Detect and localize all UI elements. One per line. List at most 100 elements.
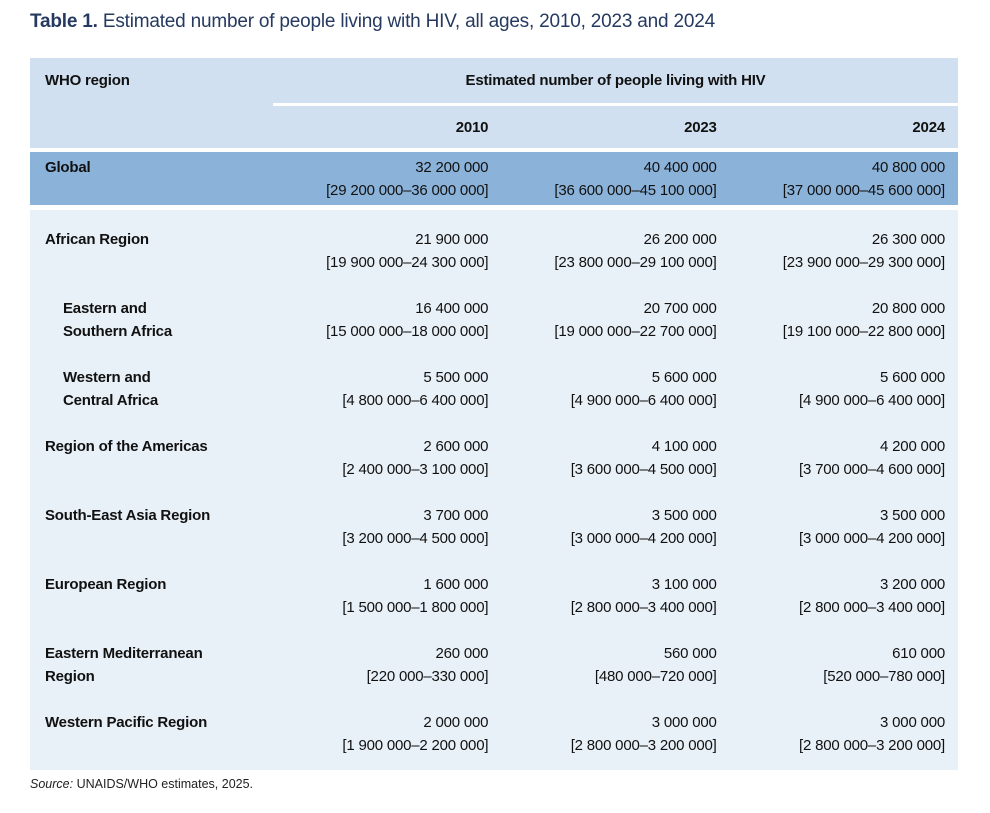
estimate-value: 5 500 000 bbox=[423, 369, 489, 386]
region-label: Western Pacific Region bbox=[30, 711, 273, 757]
value-cell: 3 000 000 [2 800 000–3 200 000] bbox=[501, 711, 729, 757]
value-cell: 2 600 000 [2 400 000–3 100 000] bbox=[273, 435, 501, 481]
value-cell: 40 800 000 [37 000 000–45 600 000] bbox=[730, 156, 958, 202]
range-value: [3 700 000–4 600 000] bbox=[799, 461, 945, 478]
region-label-line: European Region bbox=[45, 576, 167, 593]
estimate-value: 560 000 bbox=[663, 645, 717, 662]
region-label-line: Western Pacific Region bbox=[45, 714, 208, 731]
row-gap bbox=[30, 148, 958, 152]
range-value: [220 000–330 000] bbox=[366, 668, 489, 685]
range-value: [4 900 000–6 400 000] bbox=[570, 392, 717, 409]
value-cell: 4 100 000 [3 600 000–4 500 000] bbox=[501, 435, 729, 481]
value-cell: 260 000 [220 000–330 000] bbox=[273, 642, 501, 688]
estimate-value: 610 000 bbox=[892, 645, 945, 662]
region-label: Region of the Americas bbox=[30, 435, 273, 481]
estimate-value: 3 100 000 bbox=[651, 576, 717, 593]
value-cell: 20 800 000 [19 100 000–22 800 000] bbox=[730, 297, 958, 343]
region-label-line: Region bbox=[45, 668, 95, 685]
range-value: [1 900 000–2 200 000] bbox=[342, 737, 489, 754]
table-row: Eastern Mediterranean Region 260 000 [22… bbox=[30, 642, 958, 688]
region-label: African Region bbox=[30, 228, 273, 274]
estimate-value: 4 100 000 bbox=[651, 438, 717, 455]
table-row: African Region 21 900 000 [19 900 000–24… bbox=[30, 228, 958, 274]
table-row: South-East Asia Region 3 700 000 [3 200 … bbox=[30, 504, 958, 550]
range-value: [19 000 000–22 700 000] bbox=[554, 323, 717, 340]
source-label: Source: bbox=[30, 777, 74, 791]
region-label-line: Eastern Mediterranean bbox=[45, 645, 203, 662]
estimate-value: 2 000 000 bbox=[423, 714, 489, 731]
value-cell: 40 400 000 [36 600 000–45 100 000] bbox=[501, 156, 729, 202]
header-row-group: WHO region Estimated number of people li… bbox=[30, 58, 958, 103]
value-cell: 26 200 000 [23 800 000–29 100 000] bbox=[501, 228, 729, 274]
region-label-line: Eastern and bbox=[63, 300, 147, 317]
value-cell: 20 700 000 [19 000 000–22 700 000] bbox=[501, 297, 729, 343]
table-row: Western and Central Africa 5 500 000 [4 … bbox=[30, 366, 958, 412]
table-row: European Region 1 600 000 [1 500 000–1 8… bbox=[30, 573, 958, 619]
estimate-value: 260 000 bbox=[435, 645, 489, 662]
estimate-value: 3 500 000 bbox=[880, 507, 945, 524]
header-separator-line bbox=[273, 103, 958, 106]
table-row: Eastern and Southern Africa 16 400 000 [… bbox=[30, 297, 958, 343]
value-cell: 3 000 000 [2 800 000–3 200 000] bbox=[730, 711, 958, 757]
region-label: South-East Asia Region bbox=[30, 504, 273, 550]
value-cell: 1 600 000 [1 500 000–1 800 000] bbox=[273, 573, 501, 619]
value-cell: 32 200 000 [29 200 000–36 000 000] bbox=[273, 156, 501, 202]
source-note: Source: UNAIDS/WHO estimates, 2025. bbox=[30, 777, 253, 791]
data-table: WHO region Estimated number of people li… bbox=[30, 58, 958, 770]
value-cell: 26 300 000 [23 900 000–29 300 000] bbox=[730, 228, 958, 274]
range-value: [23 900 000–29 300 000] bbox=[782, 254, 945, 271]
estimate-value: 4 200 000 bbox=[880, 438, 945, 455]
who-region-header: WHO region bbox=[45, 72, 130, 89]
region-label: Eastern and Southern Africa bbox=[30, 297, 273, 343]
estimate-value: 3 000 000 bbox=[651, 714, 717, 731]
region-label-line: Western and bbox=[63, 369, 151, 386]
value-cell: 610 000 [520 000–780 000] bbox=[730, 642, 958, 688]
group-header: Estimated number of people living with H… bbox=[465, 72, 766, 89]
range-value: [1 500 000–1 800 000] bbox=[342, 599, 489, 616]
region-label: Western and Central Africa bbox=[30, 366, 273, 412]
range-value: [2 800 000–3 400 000] bbox=[799, 599, 945, 616]
value-cell: 3 100 000 [2 800 000–3 400 000] bbox=[501, 573, 729, 619]
estimate-value: 16 400 000 bbox=[415, 300, 489, 317]
row-gap bbox=[30, 205, 958, 210]
table-number-label: Table 1. bbox=[30, 11, 98, 32]
range-value: [520 000–780 000] bbox=[823, 668, 945, 685]
table-row: Western Pacific Region 2 000 000 [1 900 … bbox=[30, 711, 958, 757]
estimate-value: 20 800 000 bbox=[871, 300, 945, 317]
region-label: European Region bbox=[30, 573, 273, 619]
value-cell: 5 600 000 [4 900 000–6 400 000] bbox=[501, 366, 729, 412]
range-value: [23 800 000–29 100 000] bbox=[554, 254, 717, 271]
range-value: [480 000–720 000] bbox=[594, 668, 717, 685]
range-value: [3 000 000–4 200 000] bbox=[570, 530, 717, 547]
value-cell: 16 400 000 [15 000 000–18 000 000] bbox=[273, 297, 501, 343]
region-label-line: Central Africa bbox=[63, 392, 159, 409]
range-value: [37 000 000–45 600 000] bbox=[782, 182, 945, 199]
range-value: [19 900 000–24 300 000] bbox=[326, 254, 489, 271]
range-value: [29 200 000–36 000 000] bbox=[326, 182, 489, 199]
table-title: Table 1. Estimated number of people livi… bbox=[30, 11, 715, 33]
global-row: Global 32 200 000 [29 200 000–36 000 000… bbox=[30, 152, 958, 205]
estimate-value: 2 600 000 bbox=[423, 438, 489, 455]
region-label-line: Region of the Americas bbox=[45, 438, 208, 455]
value-cell: 560 000 [480 000–720 000] bbox=[501, 642, 729, 688]
region-label: Eastern Mediterranean Region bbox=[30, 642, 273, 688]
estimate-value: 1 600 000 bbox=[423, 576, 489, 593]
table-row: Region of the Americas 2 600 000 [2 400 … bbox=[30, 435, 958, 481]
estimate-value: 32 200 000 bbox=[415, 159, 489, 176]
estimate-value: 3 000 000 bbox=[880, 714, 945, 731]
range-value: [2 800 000–3 200 000] bbox=[799, 737, 945, 754]
range-value: [2 800 000–3 400 000] bbox=[570, 599, 717, 616]
range-value: [3 600 000–4 500 000] bbox=[570, 461, 717, 478]
header-row-years: 2010 2023 2024 bbox=[30, 106, 958, 148]
range-value: [2 400 000–3 100 000] bbox=[342, 461, 489, 478]
header-separator bbox=[30, 103, 958, 106]
value-cell: 3 500 000 [3 000 000–4 200 000] bbox=[501, 504, 729, 550]
value-cell: 3 200 000 [2 800 000–3 400 000] bbox=[730, 573, 958, 619]
estimate-value: 5 600 000 bbox=[651, 369, 717, 386]
range-value: [4 900 000–6 400 000] bbox=[799, 392, 945, 409]
value-cell: 3 700 000 [3 200 000–4 500 000] bbox=[273, 504, 501, 550]
estimate-value: 5 600 000 bbox=[880, 369, 945, 386]
value-cell: 4 200 000 [3 700 000–4 600 000] bbox=[730, 435, 958, 481]
estimate-value: 40 800 000 bbox=[871, 159, 945, 176]
